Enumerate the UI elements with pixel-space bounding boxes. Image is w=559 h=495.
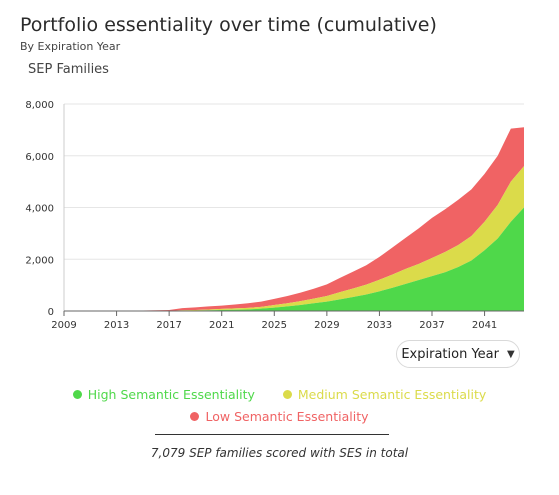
legend-label-high: High Semantic Essentiality bbox=[87, 387, 255, 402]
chart-subtitle: By Expiration Year bbox=[20, 40, 121, 53]
area-high[interactable] bbox=[64, 207, 524, 312]
x-tick-label: 2025 bbox=[262, 320, 287, 331]
period-select-dropdown[interactable]: Expiration Year ▼ bbox=[396, 340, 520, 368]
area-medium[interactable] bbox=[64, 166, 524, 311]
legend-item-low[interactable]: Low Semantic Essentiality bbox=[190, 409, 369, 424]
legend-dot-high bbox=[72, 390, 82, 399]
area-low[interactable] bbox=[64, 127, 524, 311]
legend-item-medium[interactable]: Medium Semantic Essentiality bbox=[282, 387, 487, 402]
legend-label-low: Low Semantic Essentiality bbox=[205, 409, 369, 424]
y-tick-label: 0 bbox=[48, 307, 54, 318]
x-tick-label: 2009 bbox=[51, 320, 76, 331]
legend-item-high[interactable]: High Semantic Essentiality bbox=[72, 387, 255, 402]
y-axis-label: SEP Families bbox=[28, 62, 109, 77]
y-tick-labels: 0 2,000 4,000 6,000 8,000 bbox=[25, 100, 54, 318]
y-tick-label: 4,000 bbox=[25, 204, 54, 215]
x-tick-labels: 2009 2013 2017 2021 2025 2029 2033 2037 2041 bbox=[51, 311, 497, 331]
x-tick-label: 2013 bbox=[104, 320, 129, 331]
x-tick-label: 2021 bbox=[209, 320, 234, 331]
chevron-down-icon: ▼ bbox=[506, 348, 515, 360]
period-select-label: Expiration Year bbox=[401, 346, 499, 362]
y-tick-label: 6,000 bbox=[25, 152, 54, 163]
legend-label-medium: Medium Semantic Essentiality bbox=[297, 387, 487, 402]
legend-row-2: Low Semantic Essentiality bbox=[0, 409, 559, 424]
x-tick-label: 2029 bbox=[314, 320, 339, 331]
x-tick-label: 2037 bbox=[419, 320, 444, 331]
y-tick-label: 8,000 bbox=[25, 100, 54, 111]
x-tick-label: 2017 bbox=[156, 320, 181, 331]
footer-note: 7,079 SEP families scored with SES in to… bbox=[150, 446, 409, 460]
axes bbox=[63, 104, 524, 312]
y-tick-label: 2,000 bbox=[25, 255, 54, 266]
legend-dot-medium bbox=[282, 390, 292, 399]
chart-title: Portfolio essentiality over time (cumula… bbox=[20, 14, 437, 36]
stacked-areas bbox=[64, 127, 524, 311]
x-tick-label: 2041 bbox=[472, 320, 497, 331]
legend-row-1: High Semantic Essentiality Medium Semant… bbox=[0, 387, 559, 402]
footer-divider bbox=[155, 434, 389, 435]
x-tick-label: 2033 bbox=[367, 320, 392, 331]
legend-dot-low bbox=[190, 412, 200, 421]
